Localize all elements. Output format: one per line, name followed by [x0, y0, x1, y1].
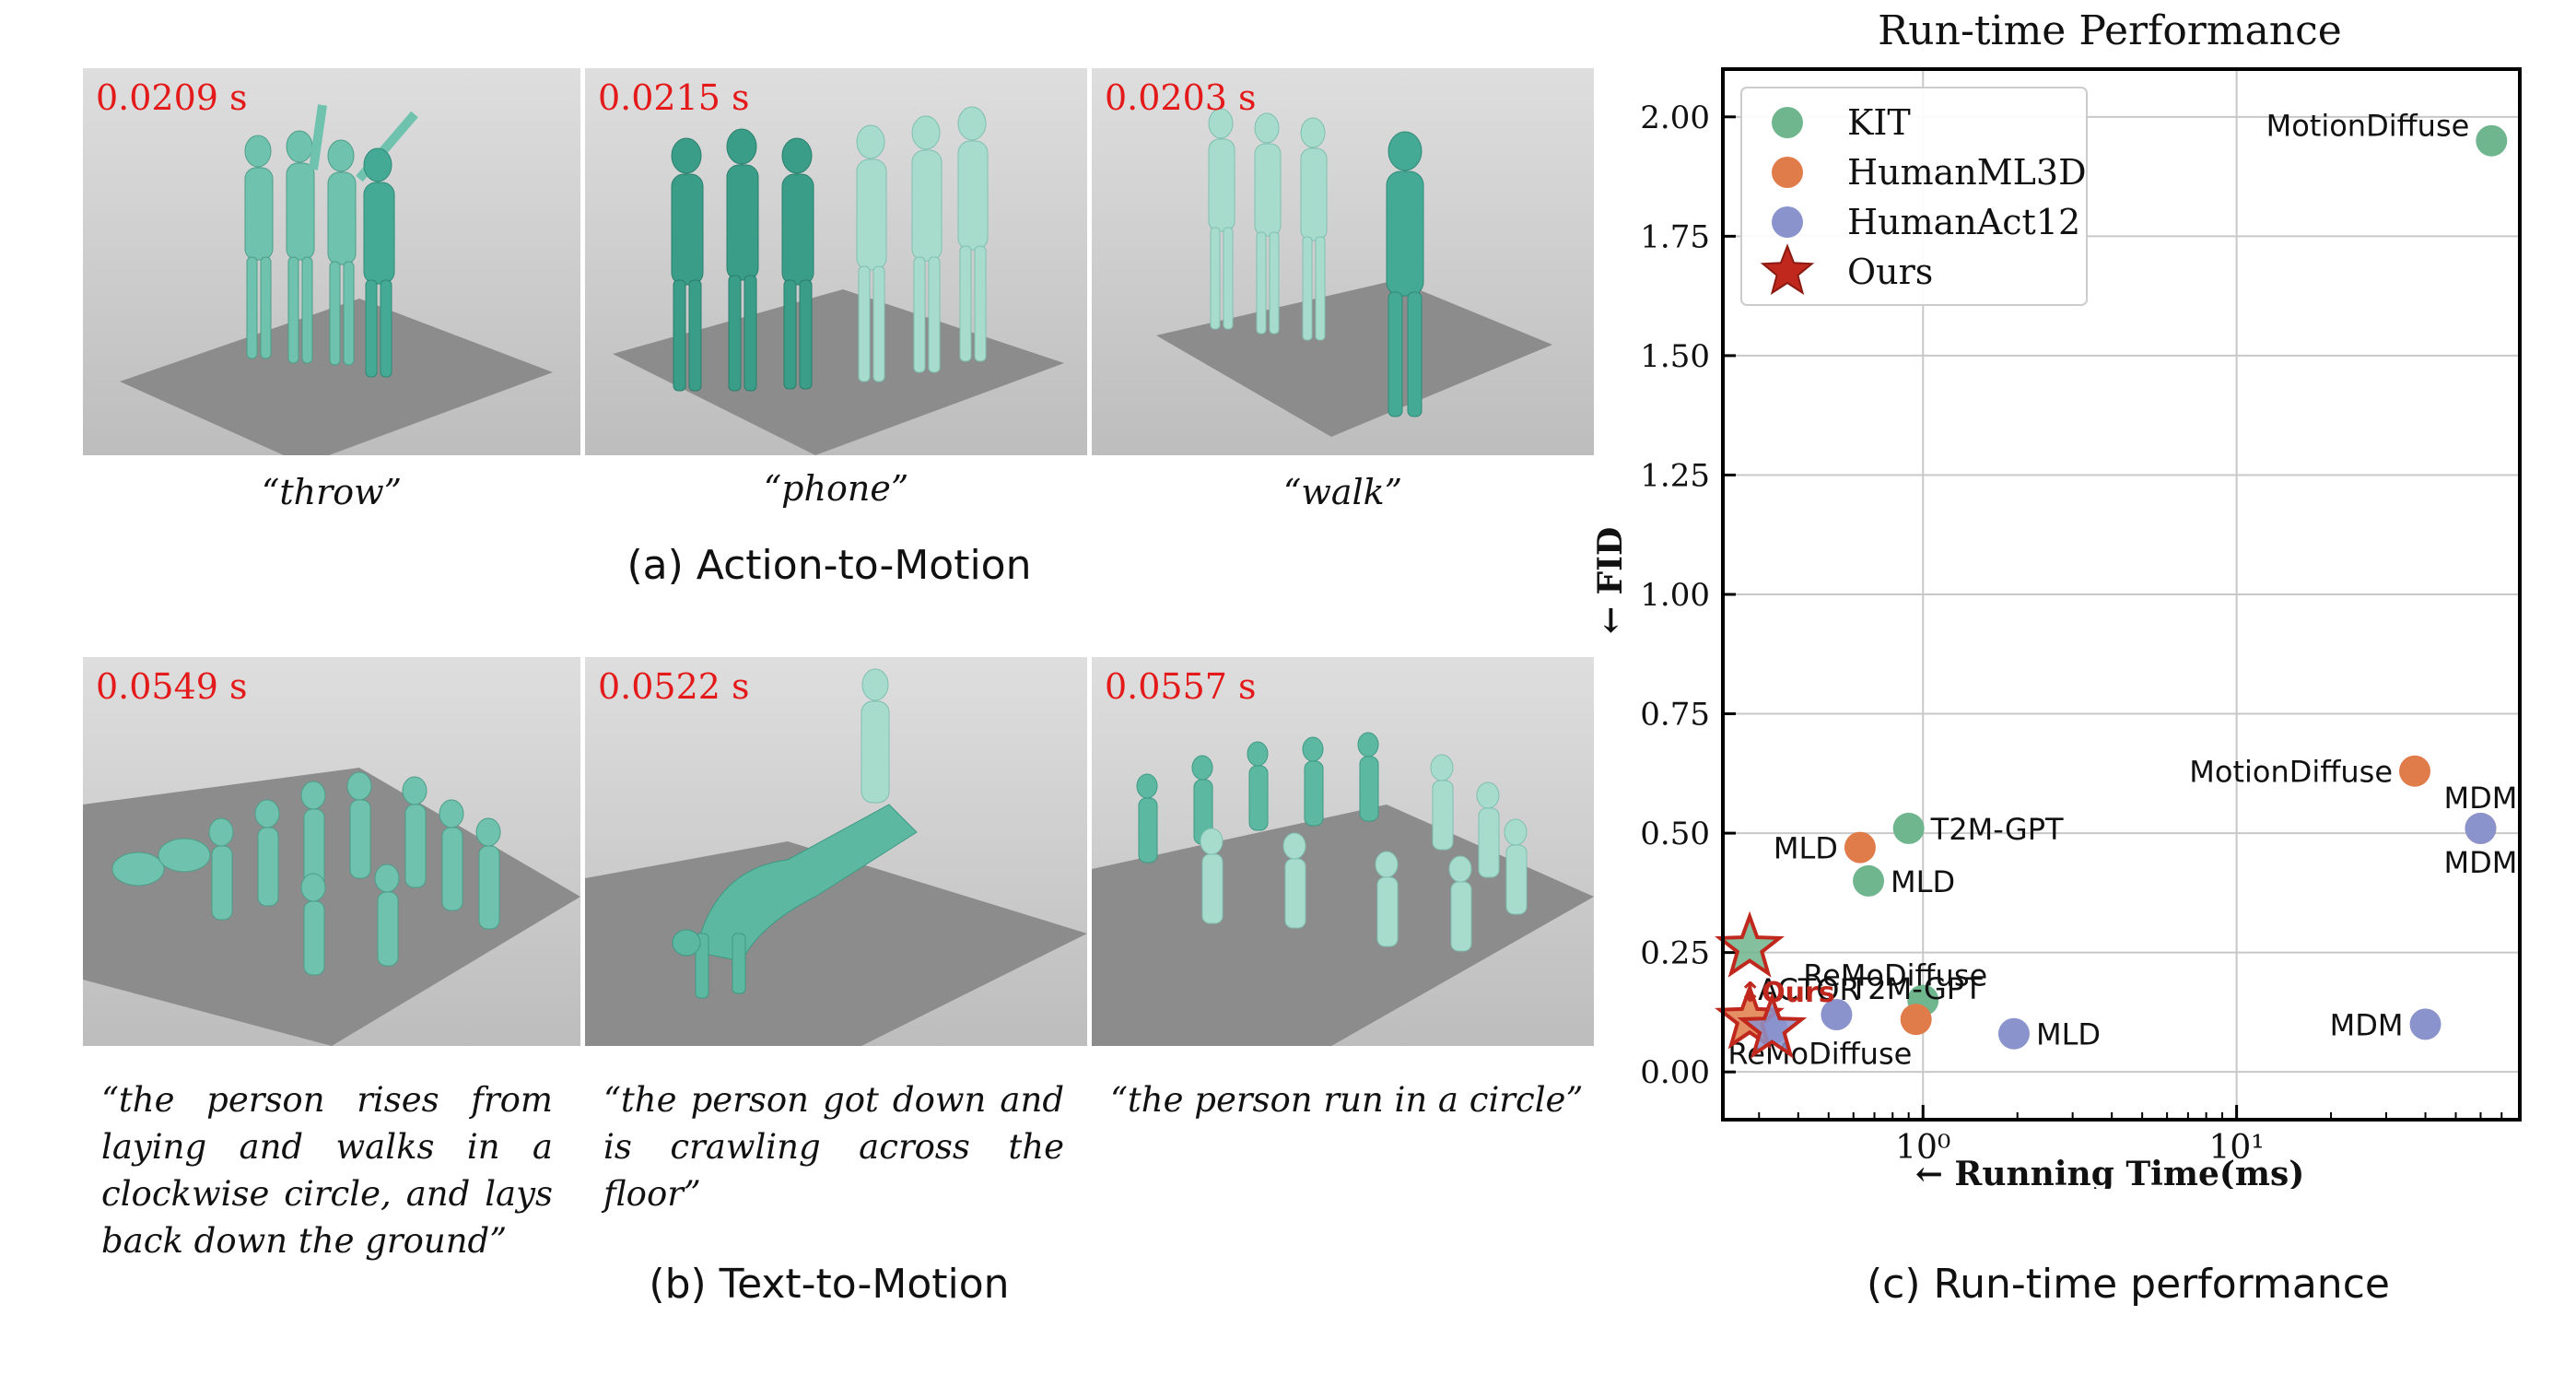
- scatter-point: [1821, 999, 1853, 1030]
- legend-marker-ours: [1760, 243, 1815, 295]
- y-tick-label: 1.50: [1640, 338, 1710, 375]
- scatter-point: [1892, 812, 1925, 844]
- panel-b-caption: (b) Text-to-Motion: [649, 1261, 1010, 1308]
- legend-label: KIT: [1847, 102, 1911, 143]
- chart-title: Run-time Performance: [1878, 9, 2342, 54]
- legend-box: [1740, 87, 2088, 306]
- y-tick-label: 0.50: [1640, 816, 1710, 852]
- point-label: MDM: [2444, 845, 2518, 880]
- legend-marker: [1772, 206, 1803, 238]
- scatter-point: [1853, 864, 1885, 897]
- axis-ticks: 0.00 0.25 0.50 0.75 1.00 1.25 1.50 1.75 2.00 10⁰ 1…: [1640, 100, 2503, 1167]
- data-points: MotionDiffuse T2M-GPT MLD ReMoDiffuse Motion…: [1715, 109, 2518, 1072]
- inference-time: 0.0522 s: [598, 666, 750, 707]
- ours-star-point: [1737, 992, 1808, 1059]
- text-panel-1: 0.0549 s: [83, 657, 580, 1046]
- motion-render: [585, 668, 1087, 1046]
- text-panel-2: 0.0522 s: [585, 657, 1087, 1046]
- point-label: MotionDiffuse: [2189, 755, 2393, 790]
- grid: [1723, 69, 2520, 1120]
- legend-label: HumanML3D: [1847, 152, 2087, 193]
- motion-render: [83, 768, 580, 1046]
- scatter-point: [2399, 755, 2431, 787]
- point-label: MLD: [2036, 1017, 2101, 1052]
- action-panel-3: 0.0203 s: [1092, 68, 1594, 455]
- action-label-throw: “throw”: [261, 472, 403, 512]
- inference-time: 0.0215 s: [598, 77, 750, 118]
- motion-render: [120, 104, 553, 455]
- legend: KIT HumanML3D HumanAct12 Ours: [1740, 87, 2088, 306]
- y-tick-label: 0.25: [1640, 935, 1710, 972]
- scatter-point: [1900, 1004, 1932, 1036]
- y-tick-label: 0.00: [1640, 1054, 1710, 1091]
- inference-time: 0.0549 s: [96, 666, 248, 707]
- point-label: ReMoDiffuse: [1803, 957, 1987, 993]
- inference-time: 0.0203 s: [1105, 77, 1257, 118]
- y-tick-label: 1.75: [1640, 218, 1710, 255]
- motion-render: [1156, 108, 1552, 437]
- point-label: MLD: [1891, 864, 1955, 899]
- scatter-point: [2476, 124, 2508, 157]
- ours-annotation: ↕Ours: [1739, 977, 1835, 1009]
- text-prompt-3: “the person run in a circle”: [1110, 1080, 1584, 1120]
- scatter-point: [2409, 1008, 2441, 1040]
- scatter-point: [1997, 1017, 2030, 1050]
- plot-frame: [1721, 67, 2522, 1122]
- runtime-scatter-chart: 0.00 0.25 0.50 0.75 1.00 1.25 1.50 1.75 2.00 10⁰ 1…: [1594, 9, 2522, 1189]
- text-prompt-1: “the person rises from laying and walks …: [101, 1080, 553, 1261]
- inference-time: 0.0209 s: [96, 77, 248, 118]
- legend-label: Ours: [1847, 252, 1933, 292]
- inference-time: 0.0557 s: [1105, 666, 1257, 707]
- action-panel-1: 0.0209 s: [83, 68, 580, 455]
- x-tick-label: 10⁰: [1895, 1129, 1950, 1167]
- panel-a-caption: (a) Action-to-Motion: [626, 542, 1032, 589]
- y-tick-label: 1.25: [1640, 457, 1710, 494]
- legend-marker: [1772, 107, 1803, 138]
- point-label: MDM: [2330, 1007, 2404, 1042]
- point-label: T2M-GPT: [1849, 971, 1983, 1006]
- text-panel-3: 0.0557 s: [1092, 657, 1594, 1046]
- text-prompt-2: “the person got down and is crawling acr…: [603, 1080, 1064, 1214]
- y-axis-label: ← FID: [1594, 527, 1630, 634]
- ours-star-point: [1715, 910, 1785, 978]
- motion-render: [613, 106, 1064, 455]
- scatter-point: [2465, 812, 2497, 844]
- point-label: MDM: [2444, 781, 2518, 816]
- point-label: MotionDiffuse: [2266, 109, 2470, 144]
- legend-label: HumanAct12: [1847, 202, 2080, 242]
- legend-marker: [1772, 157, 1803, 188]
- action-label-phone: “phone”: [763, 468, 909, 509]
- point-label: T2M-GPT: [1930, 812, 2064, 847]
- point-label: MLD: [1774, 831, 1838, 866]
- x-axis-label: ← Running Time(ms): [1915, 1155, 2305, 1189]
- action-label-walk: “walk”: [1282, 472, 1403, 512]
- y-tick-label: 2.00: [1640, 100, 1710, 136]
- y-tick-label: 1.00: [1640, 577, 1710, 614]
- motion-render: [1092, 732, 1594, 1046]
- y-tick-label: 0.75: [1640, 697, 1710, 734]
- x-tick-label: 10¹: [2208, 1129, 2264, 1167]
- panel-c-caption: (c) Run-time performance: [1867, 1261, 2390, 1308]
- action-panel-2: 0.0215 s: [585, 68, 1087, 455]
- scatter-point: [1844, 831, 1876, 863]
